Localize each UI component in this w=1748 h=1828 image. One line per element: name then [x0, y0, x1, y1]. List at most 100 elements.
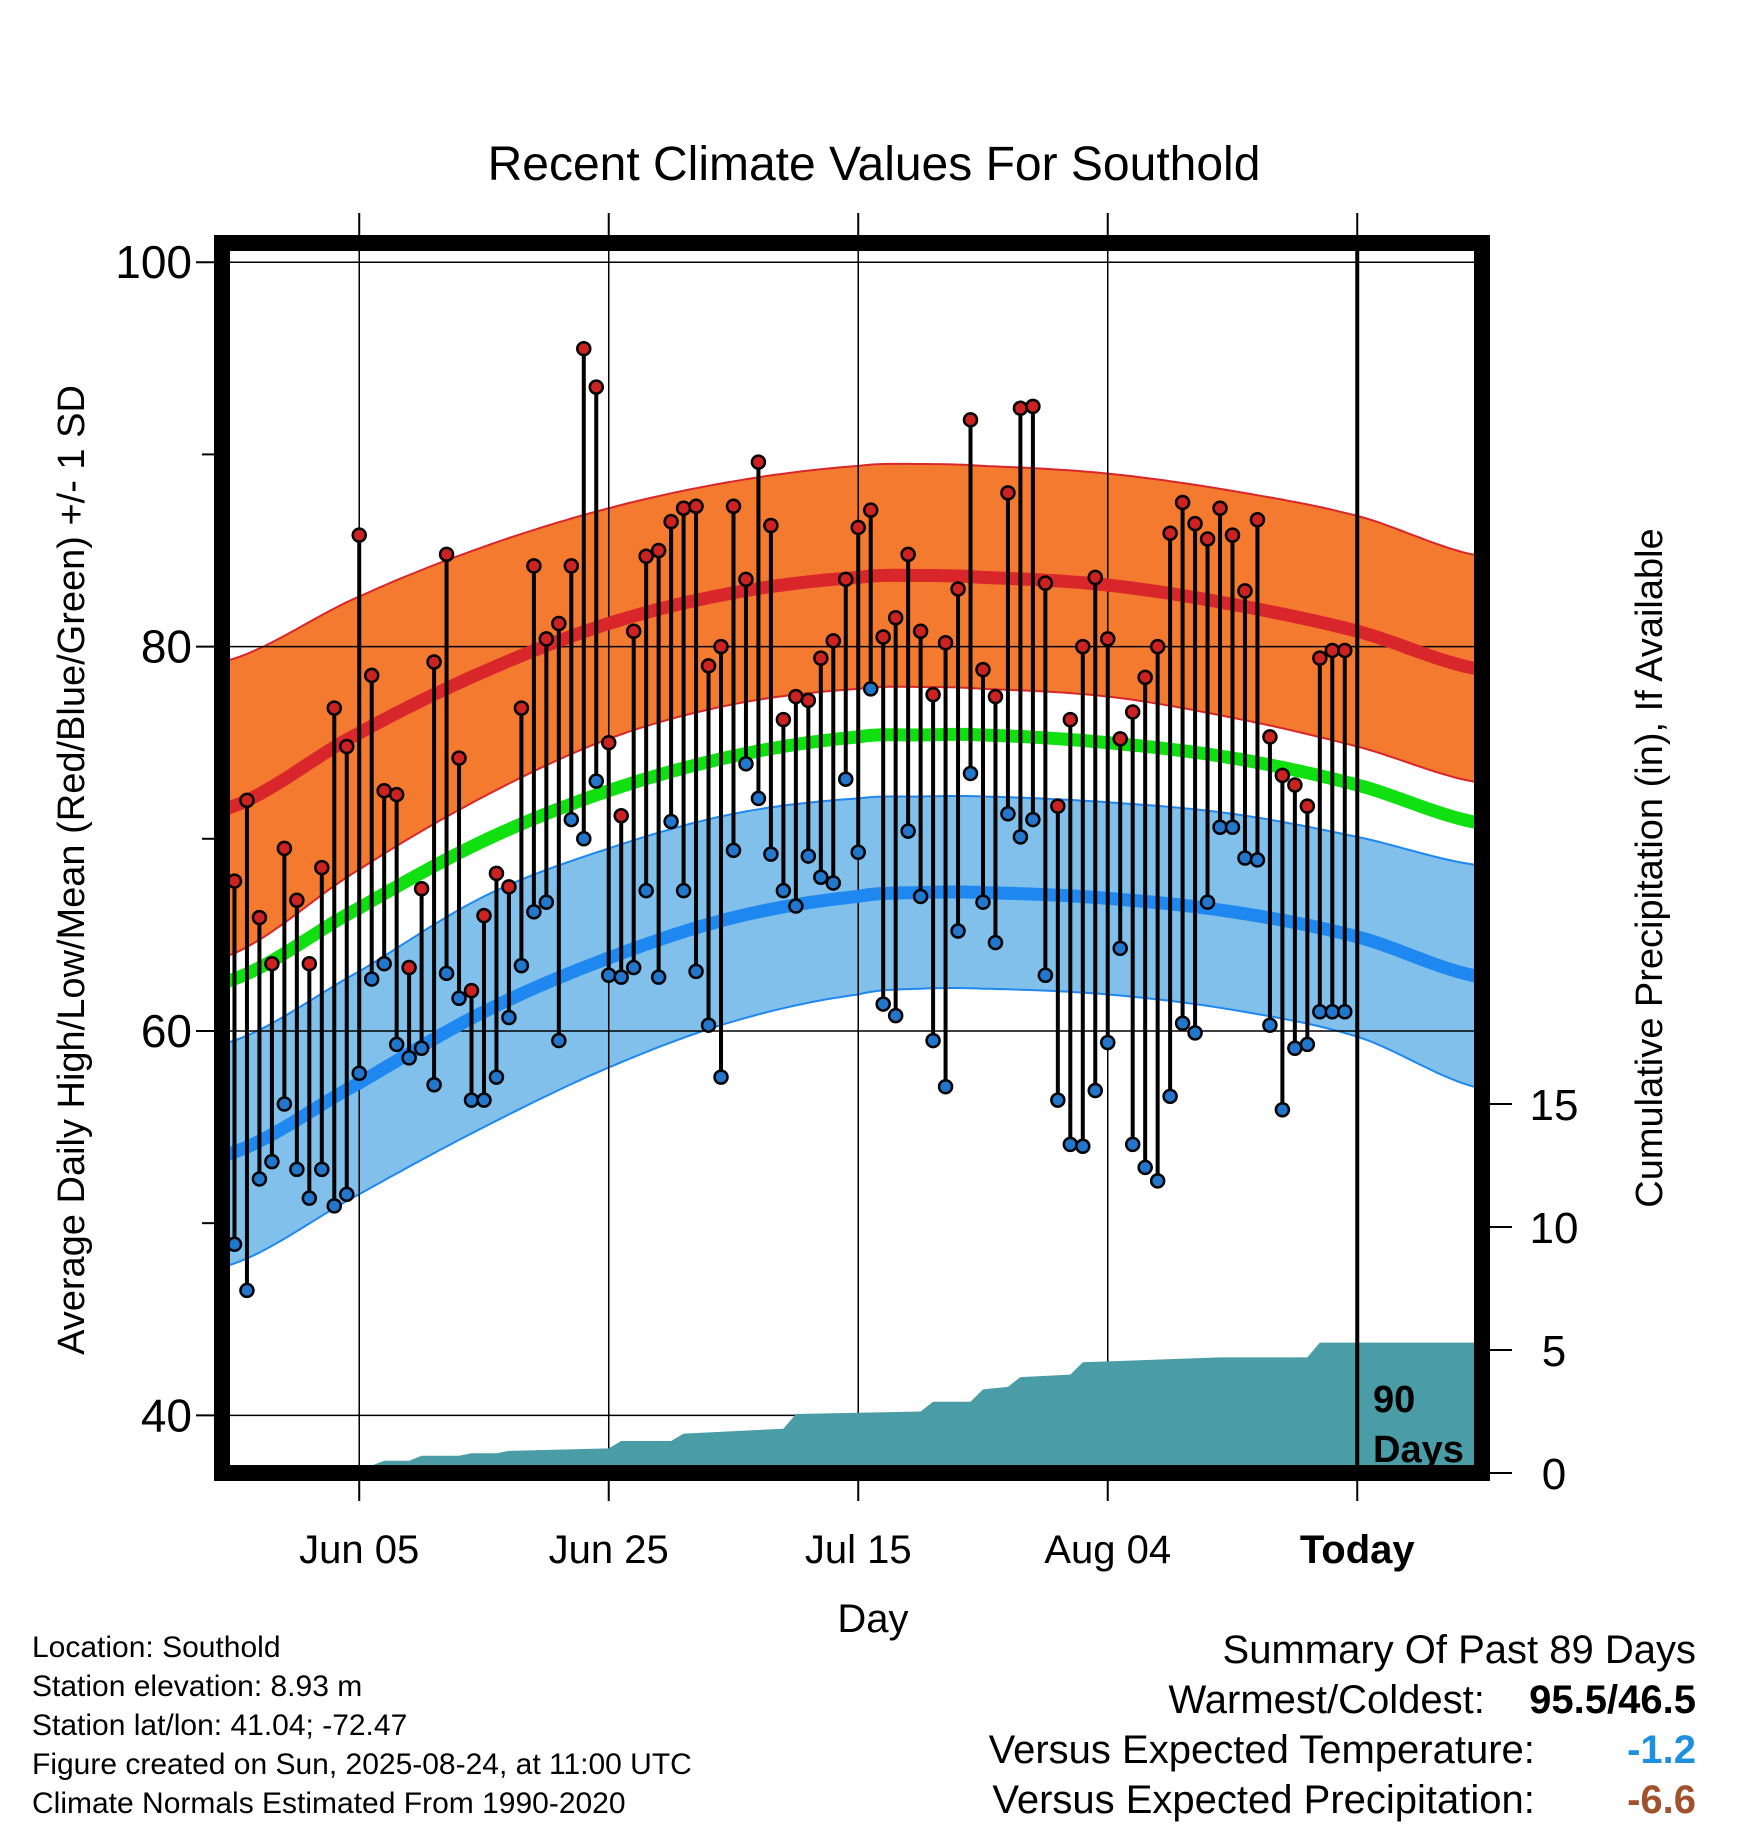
low-point — [788, 898, 804, 914]
high-point — [862, 502, 879, 518]
x-tick-label: Jul 15 — [805, 1528, 912, 1572]
low-point — [1237, 850, 1253, 866]
low-point — [1337, 1004, 1353, 1020]
precip-anomaly-row: Versus Expected Precipitation: -6.6 — [989, 1775, 1696, 1825]
high-point — [526, 558, 542, 574]
low-point — [613, 969, 629, 985]
low-point — [1112, 940, 1128, 957]
high-point — [1137, 669, 1153, 686]
high-point — [1287, 777, 1303, 793]
high-point — [788, 688, 804, 705]
high-point — [314, 859, 330, 876]
low-point — [1162, 1088, 1178, 1105]
high-point — [725, 498, 742, 515]
elevation-text: Station elevation: 8.93 m — [32, 1670, 363, 1703]
high-point — [763, 517, 779, 534]
high-point — [850, 519, 866, 536]
low-point — [1075, 1138, 1091, 1155]
high-point — [1012, 400, 1029, 417]
temp-anomaly-row: Versus Expected Temperature: -1.2 — [989, 1725, 1696, 1775]
high-point — [937, 635, 954, 651]
high-point — [1162, 525, 1178, 541]
low-point — [1137, 1159, 1153, 1176]
high-point — [900, 546, 916, 563]
high-point — [426, 654, 442, 670]
low-point — [1149, 1173, 1166, 1189]
high-point — [1174, 494, 1191, 511]
high-point — [1187, 515, 1203, 532]
high-point — [1212, 500, 1228, 516]
plot-layer — [222, 243, 1482, 1473]
high-point — [1037, 575, 1054, 591]
low-point — [314, 1161, 330, 1178]
high-point — [1000, 485, 1016, 501]
high-point — [1124, 704, 1141, 720]
low-point — [476, 1092, 492, 1108]
low-point — [1124, 1136, 1141, 1153]
y-tick-label: 80 — [141, 621, 192, 673]
normal-low-line — [222, 885, 1482, 1163]
low-point — [438, 965, 455, 982]
low-point — [1287, 1040, 1303, 1057]
low-point — [1249, 852, 1266, 868]
temp-anomaly-value: -1.2 — [1627, 1728, 1696, 1772]
high-point — [301, 955, 318, 972]
extremes-value: 95.5/46.5 — [1529, 1678, 1696, 1722]
low-point — [650, 969, 667, 985]
high-point — [413, 881, 430, 897]
high-point — [563, 558, 580, 574]
location-text: Location: Southold — [32, 1631, 281, 1664]
low-point — [713, 1069, 729, 1085]
low-point — [301, 1190, 318, 1206]
y2-tick-label: 5 — [1542, 1327, 1566, 1376]
x-tick-label: Jun 05 — [299, 1528, 419, 1572]
high-point — [600, 734, 617, 751]
high-point — [875, 629, 891, 645]
low-point — [388, 1036, 405, 1053]
high-point — [239, 792, 255, 809]
high-point — [700, 658, 717, 674]
high-point — [1199, 531, 1216, 547]
low-point — [625, 959, 642, 976]
high-point — [326, 700, 343, 716]
high-point — [813, 650, 829, 666]
low-point — [813, 869, 829, 885]
high-point — [289, 892, 305, 909]
normal-mean-line — [222, 727, 1482, 990]
low-point — [351, 1065, 367, 1081]
low-point — [538, 894, 555, 910]
high-point — [1025, 398, 1041, 415]
low-point — [1299, 1036, 1316, 1053]
high-point — [887, 610, 904, 626]
y2-tick-label: 10 — [1530, 1204, 1579, 1253]
high-point — [538, 631, 555, 647]
low-point — [1087, 1082, 1104, 1099]
station-info: Location: Southold Station elevation: 8.… — [32, 1628, 692, 1823]
high-point — [1149, 638, 1166, 655]
normals-text: Climate Normals Estimated From 1990-2020 — [32, 1787, 626, 1820]
axis-layer: 40 60 80 100 0 5 10 15 Jun 05 Jun 25 Jul 15 Aug 04 T… — [115, 213, 1578, 1572]
low-point — [700, 1017, 717, 1033]
chart-title: Recent Climate Values For Southold — [488, 138, 1261, 191]
low-point — [825, 875, 842, 891]
x-axis-label: Day — [837, 1597, 908, 1641]
low-point — [875, 996, 891, 1012]
high-point — [838, 571, 854, 588]
low-point — [950, 923, 966, 939]
low-point — [638, 882, 654, 899]
high-point — [1062, 711, 1079, 728]
high-point — [650, 542, 667, 559]
y-axis-label: Average Daily High/Low/Mean (Red/Blue/Gr… — [51, 385, 93, 1355]
low-point — [289, 1161, 305, 1178]
high-point — [1237, 583, 1253, 599]
y2-tick-label: 0 — [1542, 1450, 1566, 1499]
high-point — [1050, 798, 1066, 814]
extremes-label: Warmest/Coldest: — [1168, 1678, 1485, 1722]
high-point — [975, 661, 991, 678]
high-point — [1262, 729, 1278, 745]
low-point — [750, 790, 767, 807]
high-point — [950, 581, 966, 597]
low-point — [912, 888, 929, 905]
high-point — [675, 500, 692, 516]
